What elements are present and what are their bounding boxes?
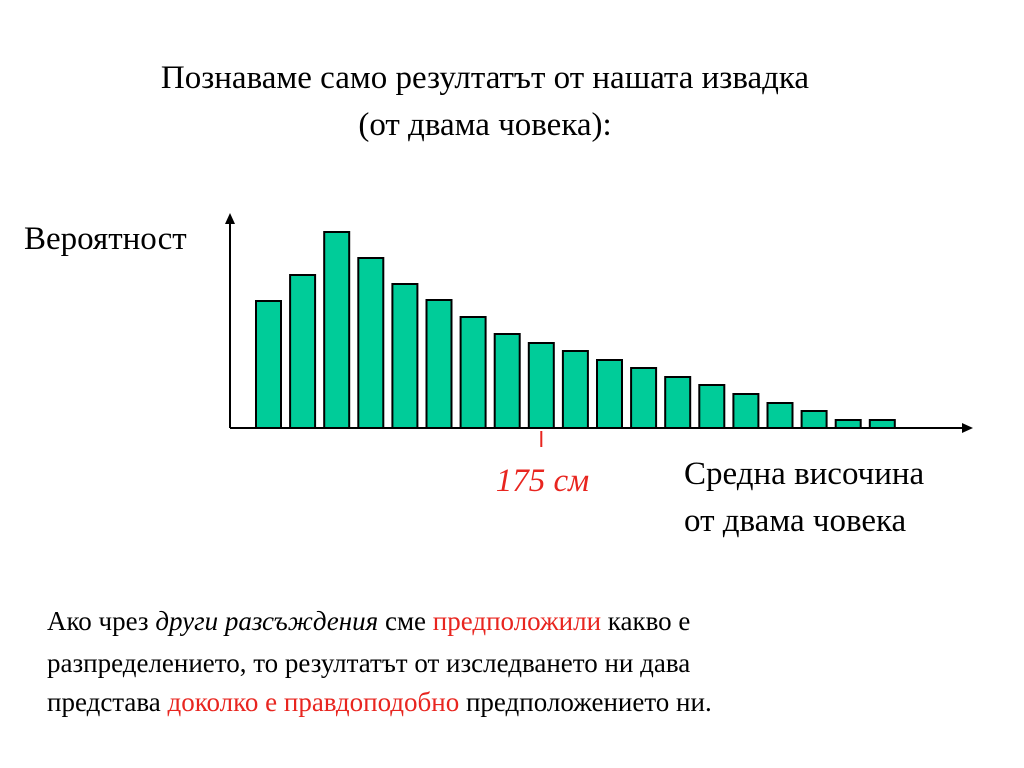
bars-group (255, 231, 896, 429)
histogram-bar (425, 299, 453, 429)
histogram-bar (493, 333, 521, 429)
histogram-bar (698, 384, 726, 429)
x-axis-label-line-1: Средна височина (684, 456, 925, 492)
para-text-segment: Ако чрез (47, 606, 156, 636)
para-text-segment: представа (47, 687, 168, 717)
histogram-bar (527, 342, 555, 429)
histogram-bar (289, 274, 317, 429)
marker-label: 175 см (495, 463, 590, 499)
para-text-segment: предположението ни. (459, 687, 712, 717)
y-axis-label: Вероятност (24, 221, 187, 257)
paragraph-line-3: представа доколко е правдоподобно предпо… (47, 683, 967, 722)
histogram-bar (357, 257, 385, 429)
histogram-bar (766, 402, 794, 429)
x-axis-label-line-2: от двама човека (684, 503, 907, 539)
histogram-bar (630, 367, 658, 429)
histogram-bar (868, 419, 896, 429)
para-italic-segment: други разсъждения (155, 606, 379, 636)
histogram-bar (561, 350, 589, 429)
histogram-bar (732, 393, 760, 429)
histogram-bar (800, 410, 828, 429)
para-highlight-segment: предположили (432, 606, 602, 636)
histogram-bar (323, 231, 351, 429)
histogram-bar (459, 316, 487, 429)
x-axis-arrow-icon (962, 423, 973, 433)
histogram-bar (834, 419, 862, 429)
paragraph-line-1: Ако чрез други разсъждения сме предполож… (47, 602, 967, 641)
y-axis-arrow-icon (225, 213, 235, 224)
histogram-bar (596, 359, 623, 429)
para-text-segment: сме (378, 606, 433, 636)
histogram-bar (391, 283, 419, 429)
histogram-bar (664, 376, 692, 429)
title-line-2: (от двама човека): (358, 107, 612, 143)
para-highlight-segment: доколко е правдоподобно (167, 687, 460, 717)
para-text-segment: какво е (601, 606, 691, 636)
histogram-bar (255, 300, 282, 429)
title-line-1: Познаваме само резултатът от нашата изва… (160, 60, 810, 96)
paragraph-line-2: разпределението, то резултатът от изслед… (47, 648, 691, 678)
